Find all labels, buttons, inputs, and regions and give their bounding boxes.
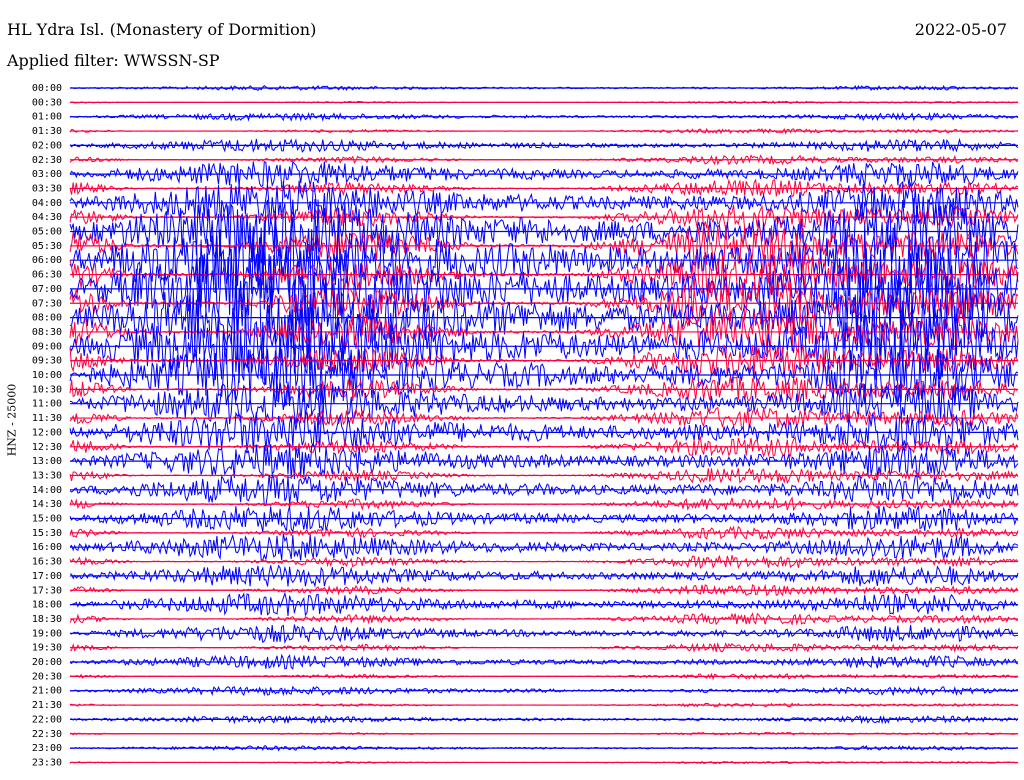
date-label: 2022-05-07: [914, 20, 1007, 39]
row-time-label: 09:00: [32, 341, 62, 352]
row-time-label: 20:30: [32, 671, 62, 682]
row-time-label: 03:30: [32, 183, 62, 194]
row-time-label: 13:00: [32, 456, 62, 467]
row-time-label: 17:00: [32, 571, 62, 582]
row-time-label: 16:00: [32, 542, 62, 553]
row-time-label: 11:30: [32, 413, 62, 424]
row-time-label: 14:30: [32, 499, 62, 510]
row-time-label: 20:00: [32, 657, 62, 668]
row-time-label: 18:00: [32, 600, 62, 611]
row-time-label: 21:00: [32, 686, 62, 697]
row-time-label: 12:00: [32, 427, 62, 438]
row-time-label: 00:00: [32, 83, 62, 94]
row-time-label: 08:30: [32, 327, 62, 338]
row-time-label: 00:30: [32, 97, 62, 108]
row-time-label: 06:30: [32, 270, 62, 281]
row-time-label: 05:30: [32, 241, 62, 252]
trace-line: [69, 197, 1019, 268]
trace-line: [69, 411, 1019, 454]
row-time-label: 21:30: [32, 700, 62, 711]
row-time-label: 06:00: [32, 255, 62, 266]
trace-line: [69, 443, 1019, 480]
row-time-label: 10:30: [32, 384, 62, 395]
trace-line: [69, 160, 1019, 189]
trace-line: [69, 624, 1019, 645]
row-time-label: 19:00: [32, 628, 62, 639]
row-time-label: 02:00: [32, 140, 62, 151]
trace-line: [69, 745, 1019, 752]
row-time-label: 14:00: [32, 485, 62, 496]
row-time-label: 04:00: [32, 198, 62, 209]
row-time-label: 01:00: [32, 112, 62, 123]
row-time-label: 09:30: [32, 356, 62, 367]
row-time-label: 15:30: [32, 528, 62, 539]
row-time-label: 12:30: [32, 442, 62, 453]
row-time-label: 10:00: [32, 370, 62, 381]
row-time-label: 23:30: [32, 757, 62, 768]
row-time-label: 18:30: [32, 614, 62, 625]
row-time-label: 02:30: [32, 155, 62, 166]
row-time-label: 16:30: [32, 557, 62, 568]
trace-line: [69, 137, 1019, 153]
trace-line: [69, 653, 1019, 670]
row-time-label: 04:30: [32, 212, 62, 223]
trace-line: [69, 381, 1019, 426]
trace-line: [69, 305, 1019, 386]
row-time-label: 05:00: [32, 227, 62, 238]
trace-line: [69, 275, 1019, 363]
row-time-label: 22:30: [32, 729, 62, 740]
row-time-label: 07:30: [32, 298, 62, 309]
trace-line: [69, 244, 1019, 334]
row-time-label: 13:30: [32, 470, 62, 481]
row-time-label: 22:00: [32, 714, 62, 725]
row-time-label: 01:30: [32, 126, 62, 137]
row-time-label: 23:00: [32, 743, 62, 754]
trace-line: [69, 473, 1019, 507]
filter-label: Applied filter: WWSSN-SP: [7, 51, 220, 70]
row-time-label: 19:30: [32, 643, 62, 654]
station-title: HL Ydra Isl. (Monastery of Dormition): [7, 20, 317, 39]
row-time-label: 03:00: [32, 169, 62, 180]
row-time-label: 08:00: [32, 313, 62, 324]
row-time-label: 17:30: [32, 585, 62, 596]
row-time-label: 07:00: [32, 284, 62, 295]
row-time-label: 15:00: [32, 514, 62, 525]
row-time-label: 11:00: [32, 399, 62, 410]
